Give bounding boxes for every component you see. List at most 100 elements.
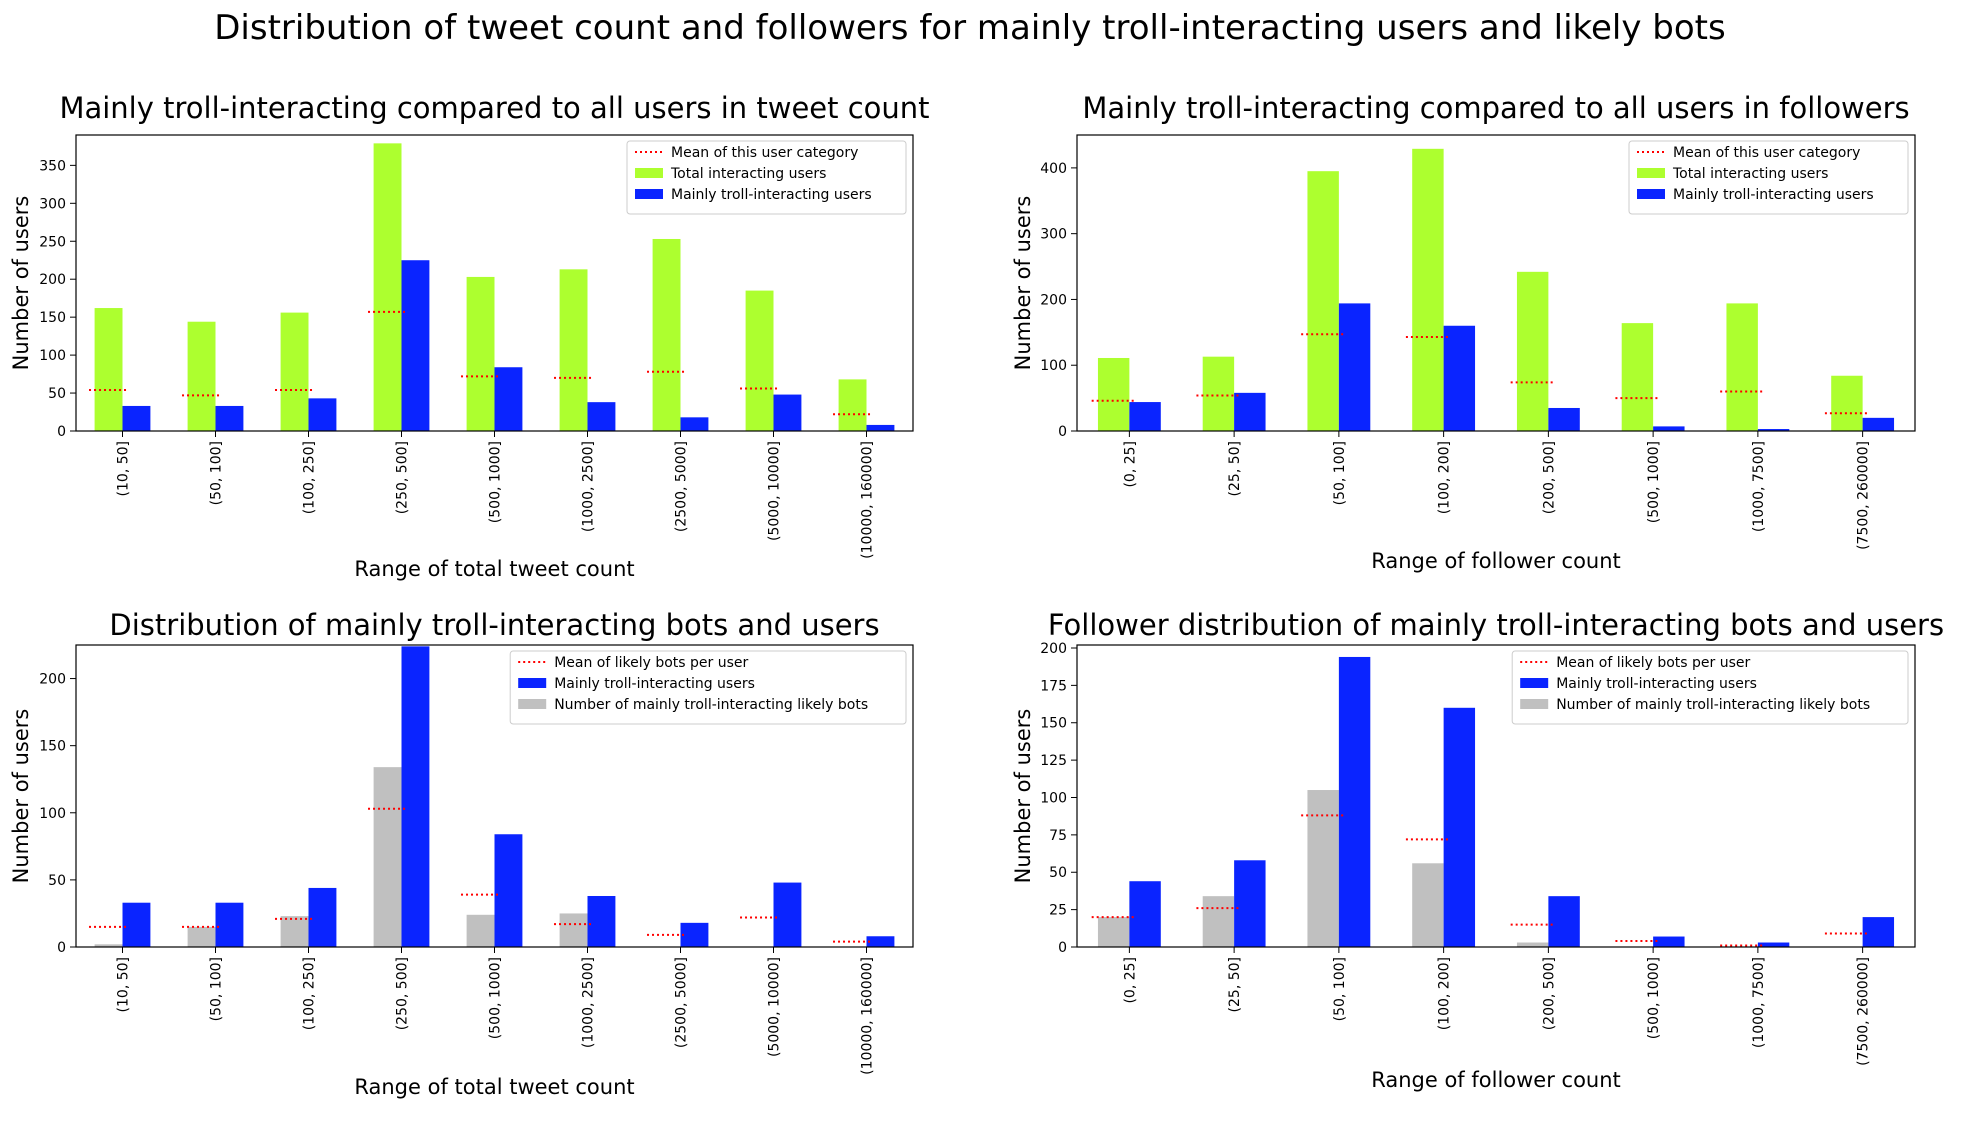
legend-label: Total interacting users [670,166,826,182]
chart-panel-1: Mainly troll-interacting compared to all… [9,91,930,581]
y-tick-label: 350 [39,158,66,174]
legend-box [1628,140,1909,215]
y-tick-label: 75 [1049,828,1067,844]
chart-title: Follower distribution of mainly troll-in… [1048,608,1944,642]
y-tick-label: 0 [1058,940,1067,956]
x-tick-label: (50, 100] [209,957,225,1021]
legend-label: Mainly troll-interacting users [1556,676,1757,692]
y-tick-label: 125 [1040,753,1067,769]
legend-box [626,140,907,215]
x-tick-label: (5000, 10000] [767,441,783,541]
bar-total-5 [466,276,495,431]
bar-troll-2 [215,405,244,431]
x-tick-label: (50, 100] [1332,441,1348,505]
bar-troll-6 [1653,426,1685,431]
x-tick-label: (250, 500] [395,441,411,514]
x-tick-label: (7500, 260000] [1856,957,1872,1066]
bar-total-8 [1831,375,1863,431]
x-tick-label: (100, 200] [1437,957,1453,1030]
y-tick-label: 50 [48,386,66,402]
chart-title: Mainly troll-interacting compared to all… [59,91,929,125]
bar-bots-1 [94,944,123,947]
bar-troll-3 [308,398,337,431]
legend-swatch [1520,699,1549,709]
x-tick-label: (10, 50] [116,957,132,1012]
bar-bots-3 [280,916,309,947]
bar-total-4 [1412,148,1444,431]
legend-swatch [1520,678,1549,688]
legend-swatch [1637,168,1665,178]
chart-panel-2: Mainly troll-interacting compared to all… [1011,91,1916,573]
chart-panel-4: Follower distribution of mainly troll-in… [1011,608,1944,1092]
x-tick-label: (5000, 10000] [767,957,783,1057]
y-axis-label: Number of users [9,709,33,884]
bar-troll-2 [1234,392,1266,431]
y-tick-label: 400 [1040,161,1067,177]
x-tick-label: (2500, 5000] [674,441,690,532]
y-tick-label: 175 [1040,678,1067,694]
bar-troll-3 [1338,303,1371,431]
bar-total-5 [1516,271,1549,431]
bar-troll-6 [1653,936,1685,947]
bar-troll-8 [1862,417,1895,431]
legend-label: Mean of this user category [1673,145,1860,161]
bar-troll-6 [587,895,616,947]
x-tick-label: (500, 1000] [1646,957,1662,1039]
bar-troll-7 [680,922,709,947]
bar-troll-6 [587,402,616,431]
legend-label: Mean of this user category [671,145,858,161]
bar-troll-1 [1129,881,1161,947]
y-tick-label: 100 [1040,790,1067,806]
bar-troll-4 [401,260,430,431]
chart-title: Mainly troll-interacting compared to all… [1082,91,1909,125]
x-axis-label: Range of follower count [1371,1068,1621,1092]
y-tick-label: 50 [1049,865,1067,881]
bar-troll-7 [680,417,709,431]
legend: Mean of likely bots per user Mainly troll… [509,650,907,725]
legend-label: Number of mainly troll-interacting likel… [554,697,868,713]
legend-swatch [518,678,547,688]
bar-troll-2 [1234,860,1266,947]
bar-total-6 [559,269,588,431]
bar-troll-8 [773,882,802,947]
bar-troll-3 [1338,656,1371,947]
bar-bots-4 [373,767,402,947]
bar-bots-2 [1202,896,1235,947]
bar-bots-5 [1516,942,1549,947]
x-axis-label: Range of total tweet count [354,1075,634,1099]
x-tick-label: (0, 25] [1122,957,1138,1004]
bar-total-4 [373,143,402,431]
x-tick-label: (2500, 5000] [674,957,690,1048]
legend-label: Mean of likely bots per user [1556,655,1750,671]
x-tick-label: (200, 500] [1541,957,1557,1030]
legend-box [509,650,907,725]
x-tick-label: (25, 50] [1227,441,1243,496]
chart-panel-3: Distribution of mainly troll-interacting… [9,608,914,1099]
bar-total-1 [1097,357,1130,431]
bar-troll-9 [866,424,895,431]
bar-troll-3 [308,887,337,947]
bar-troll-9 [866,936,895,947]
bar-total-8 [745,290,774,431]
legend-label: Mainly troll-interacting users [1673,187,1874,203]
y-tick-label: 300 [1040,227,1067,243]
legend-swatch [1637,189,1665,199]
y-tick-label: 300 [39,196,66,212]
y-tick-label: 250 [39,234,66,250]
axes-frame [1076,644,1916,948]
y-tick-label: 200 [39,672,66,688]
y-tick-label: 0 [1058,424,1067,440]
legend: Mean of this user category Total interact… [626,140,907,215]
bar-total-7 [1726,303,1758,431]
x-axis-label: Range of follower count [1371,549,1621,573]
y-tick-label: 200 [1040,641,1067,657]
bar-troll-5 [494,834,523,947]
legend-swatch [635,168,663,178]
x-tick-label: (1000, 7500] [1751,957,1767,1048]
y-tick-label: 200 [39,272,66,288]
y-tick-label: 150 [39,739,66,755]
x-tick-label: (0, 25] [1122,441,1138,488]
x-tick-label: (7500, 260000] [1856,441,1872,550]
figure-title: Distribution of tweet count and follower… [214,8,1726,48]
x-tick-label: (50, 100] [209,441,225,505]
